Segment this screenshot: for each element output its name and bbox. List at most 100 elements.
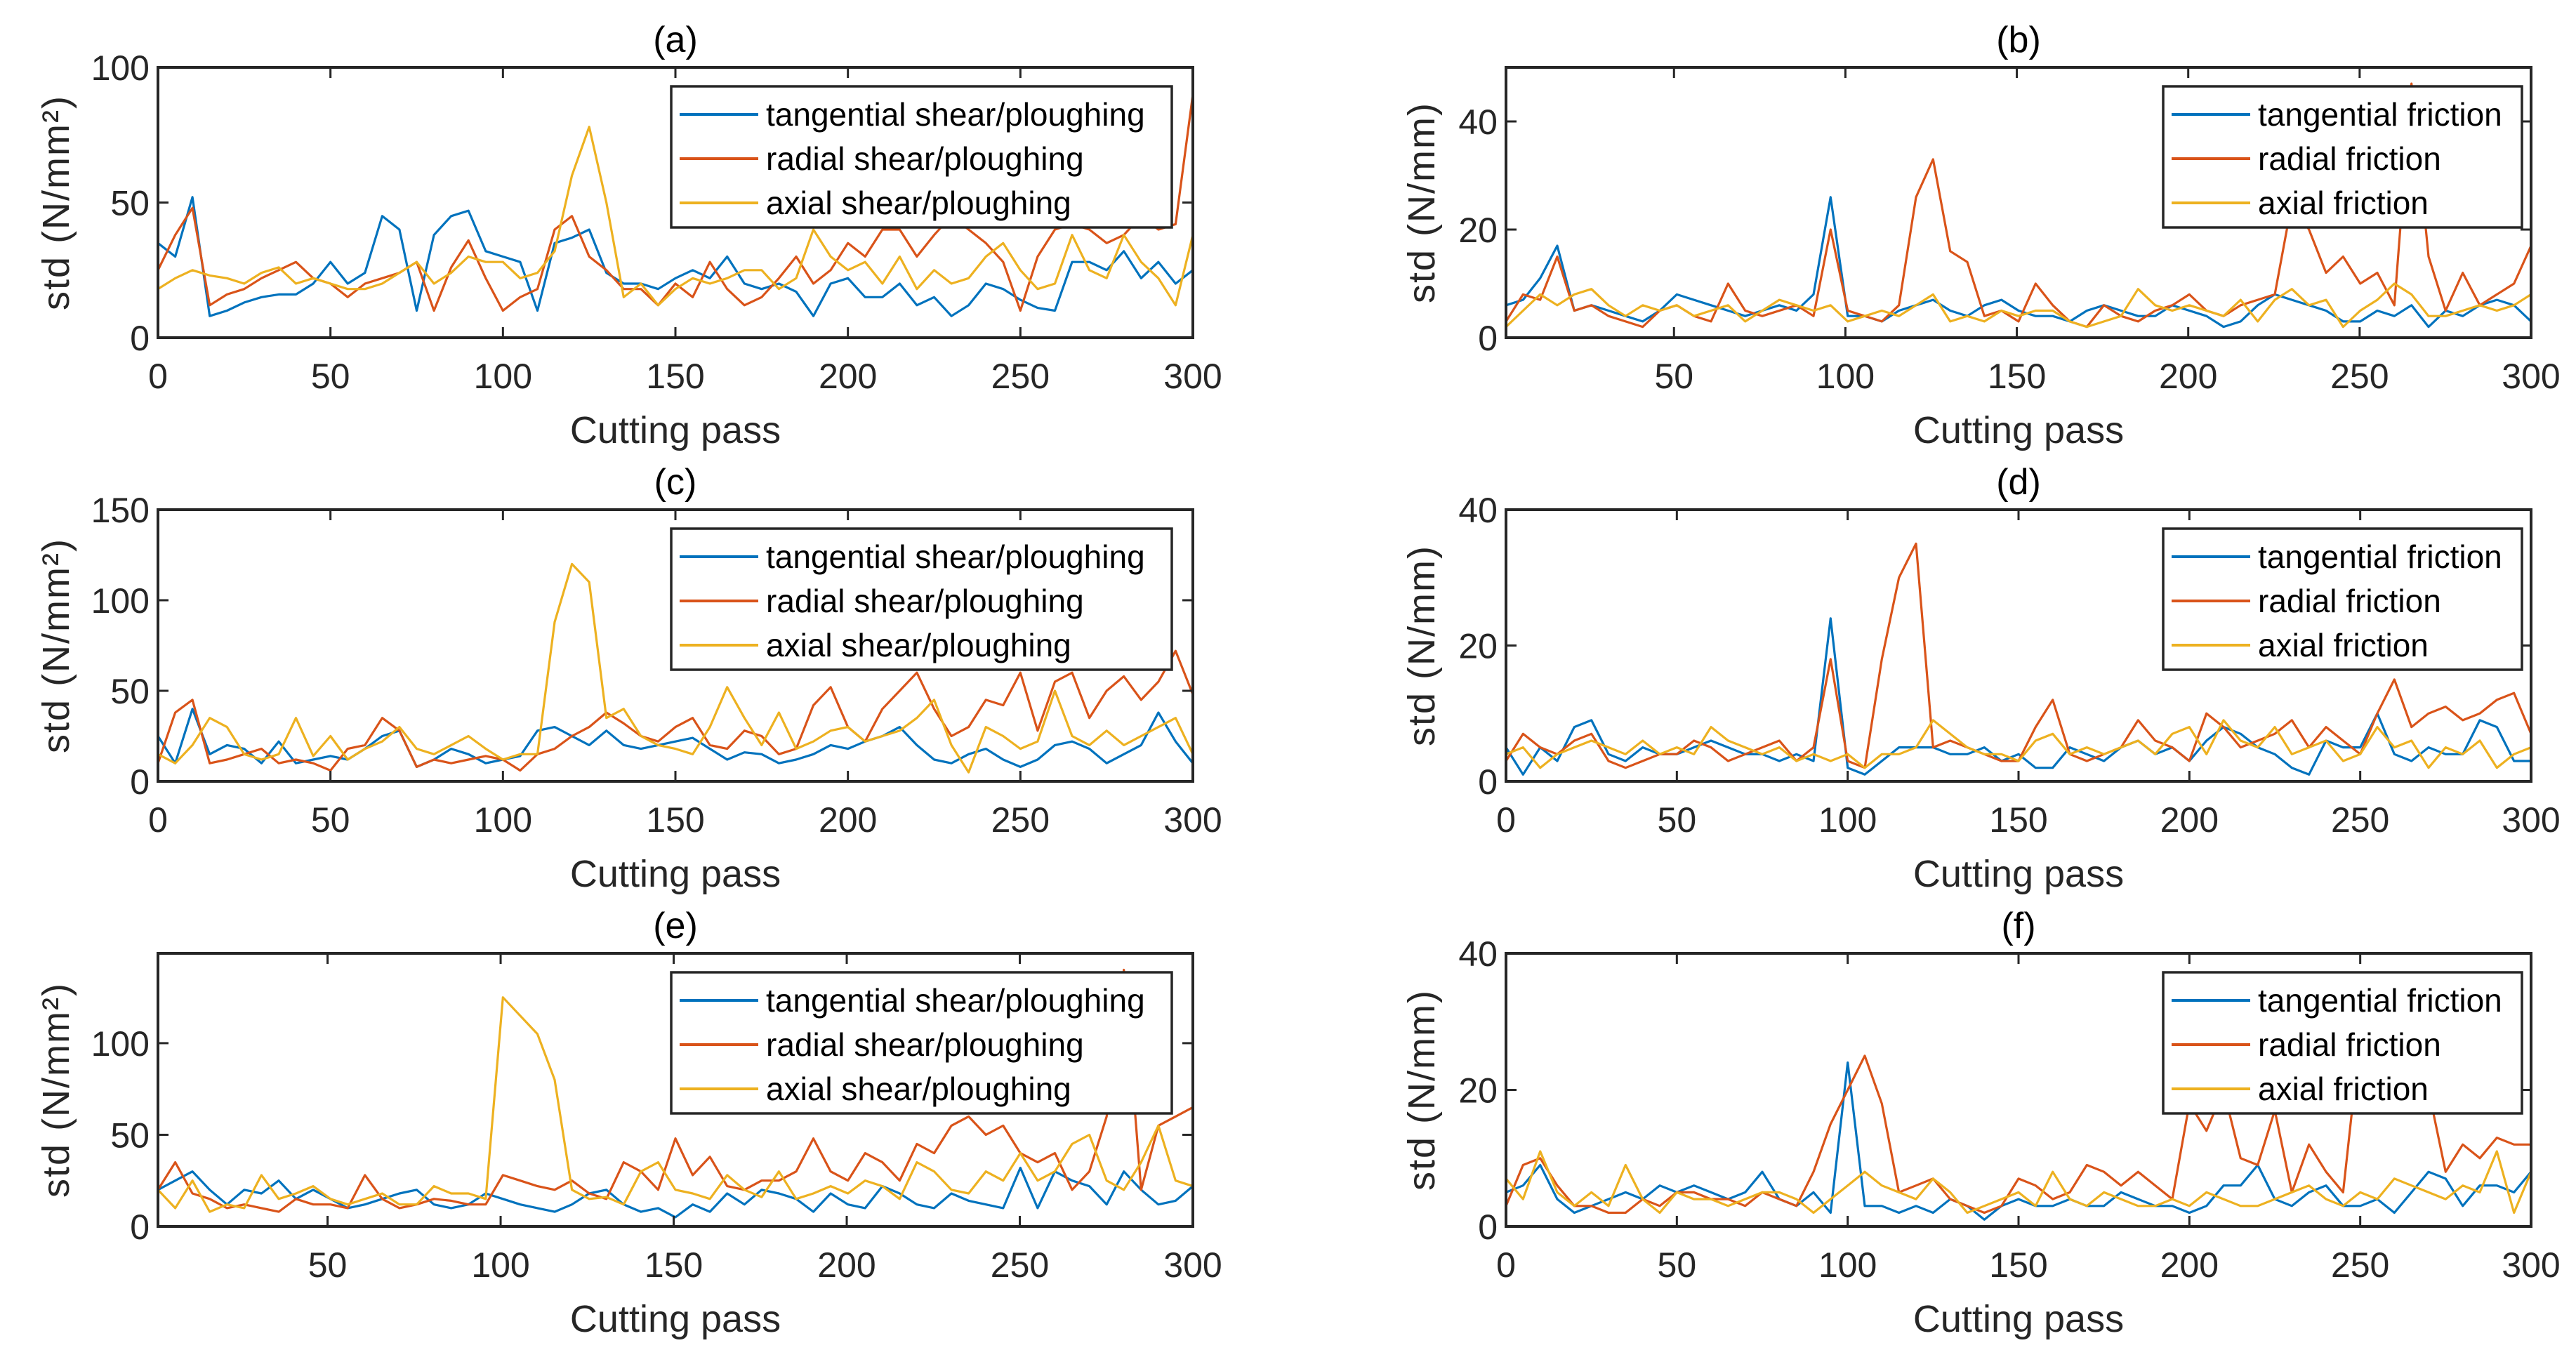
y-tick-label: 40 [1458,934,1498,974]
chart-title: (f) [2001,906,2035,946]
y-tick-label: 100 [91,48,150,88]
legend: tangential shear/ploughing radial shear/p… [670,527,1173,671]
y-tick-label: 20 [1458,1071,1498,1111]
chart-title: (c) [654,462,697,503]
legend-label: radial friction [2258,1026,2441,1063]
y-tick-label: 40 [1458,102,1498,142]
x-tick-label: 50 [308,1245,348,1285]
chart-title: (e) [653,906,698,946]
legend-label: radial friction [2258,140,2441,177]
x-tick-label: 250 [2331,1245,2389,1285]
x-tick-label: 150 [1989,800,2047,840]
x-tick-label: 150 [645,1245,703,1285]
legend: tangential shear/ploughing radial shear/p… [670,971,1173,1115]
y-tick-label: 0 [130,319,150,358]
x-tick-label: 250 [2330,357,2389,396]
series-line-tangential [158,708,1193,769]
series-line-axial [1506,719,2531,769]
x-tick-label: 250 [2331,800,2389,840]
legend-label: tangential shear/ploughing [766,982,1145,1019]
x-tick-label: 0 [1496,1245,1516,1285]
x-tick-label: 200 [2159,357,2217,396]
y-tick-label: 0 [130,1207,150,1247]
chart-title: (a) [653,20,698,60]
x-tick-label: 100 [1816,357,1875,396]
x-tick-label: 100 [474,800,532,840]
y-tick-label: 50 [110,184,150,223]
x-axis-label: Cutting pass [570,1298,781,1340]
x-tick-label: 300 [1163,357,1222,396]
chart-title: (b) [1996,20,2041,60]
y-tick-label: 20 [1458,211,1498,250]
y-axis-label: std (N/mm²) [35,538,77,753]
x-tick-label: 50 [1658,1245,1697,1285]
series-line-axial [158,996,1193,1213]
axes-box [157,952,1194,1228]
x-axis-label: Cutting pass [1913,1298,2124,1340]
legend: tangential friction radial friction axial … [2162,971,2523,1115]
y-tick-label: 0 [130,762,150,802]
x-axis-label: Cutting pass [570,853,781,895]
x-tick-label: 0 [148,800,168,840]
legend-label: radial shear/ploughing [766,1026,1084,1063]
x-tick-label: 200 [817,1245,876,1285]
series-line-tangential [158,1166,1193,1219]
x-axis-label: Cutting pass [1913,853,2124,895]
x-tick-label: 100 [471,1245,529,1285]
legend-label: axial shear/ploughing [766,627,1071,663]
y-tick-label: 20 [1458,627,1498,666]
legend-label: axial shear/ploughing [766,185,1071,221]
legend: tangential friction radial friction axial … [2162,527,2523,671]
y-tick-label: 50 [110,1116,150,1155]
x-tick-label: 100 [1818,800,1877,840]
chart-panel-a: 0 50 100 150 200 250 300 0 50 100 (a) Cutting pass s… [35,20,1222,451]
x-tick-label: 250 [991,357,1050,396]
x-tick-label: 150 [1989,1245,2047,1285]
x-tick-label: 100 [474,357,532,396]
chart-panel-f: 0 50 100 150 200 250 300 0 20 40 (f) Cutting pass st… [1401,906,2561,1340]
legend-label: tangential friction [2258,96,2502,133]
x-tick-label: 200 [2160,800,2219,840]
y-axis-label: std (N/mm) [1401,989,1443,1191]
x-tick-label: 100 [1818,1245,1877,1285]
chart-title: (d) [1996,462,2041,503]
legend-label: axial friction [2258,185,2429,221]
legend-label: radial shear/ploughing [766,583,1084,619]
x-tick-label: 150 [646,357,704,396]
series-line-tangential [1506,196,2531,329]
series-line-axial [158,126,1193,307]
y-tick-label: 40 [1458,491,1498,530]
x-tick-label: 250 [991,1245,1049,1285]
x-tick-label: 50 [311,800,350,840]
x-axis-label: Cutting pass [1913,409,2124,451]
x-tick-label: 200 [819,800,877,840]
x-tick-label: 0 [1496,800,1516,840]
x-axis-label: Cutting pass [570,409,781,451]
y-axis-label: std (N/mm) [1401,102,1443,303]
series-line-axial [1506,1150,2531,1215]
x-tick-label: 150 [646,800,704,840]
x-tick-label: 200 [2160,1245,2219,1285]
legend-label: axial shear/ploughing [766,1071,1071,1107]
x-tick-label: 0 [148,357,168,396]
x-tick-label: 250 [991,800,1050,840]
y-axis-label: std (N/mm) [1401,545,1443,746]
series-line-tangential [158,196,1193,317]
legend-label: radial shear/ploughing [766,140,1084,177]
chart-panel-e: 50 100 150 200 250 300 0 50 100 (e) Cutting pass st… [35,906,1222,1340]
legend-label: tangential shear/ploughing [766,538,1145,575]
x-tick-label: 50 [1654,357,1693,396]
legend-label: axial friction [2258,627,2429,663]
x-tick-label: 50 [311,357,350,396]
y-tick-label: 100 [91,1024,150,1064]
x-tick-label: 150 [1988,357,2046,396]
y-axis-label: std (N/mm²) [35,95,77,310]
x-tick-label: 300 [2502,1245,2560,1285]
y-axis-label: std (N/mm²) [35,982,77,1198]
legend: tangential friction radial friction axial … [2162,85,2523,229]
x-tick-label: 200 [819,357,877,396]
x-tick-label: 300 [2502,800,2560,840]
legend-label: axial friction [2258,1071,2429,1107]
y-tick-label: 150 [91,491,150,530]
